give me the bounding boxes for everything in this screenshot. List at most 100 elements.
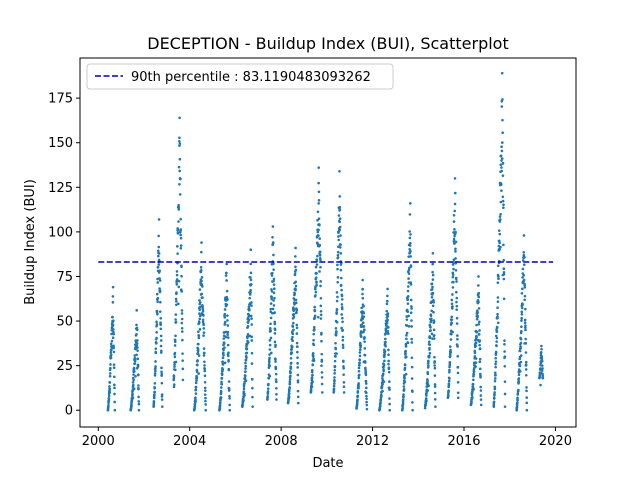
data-point <box>289 371 292 375</box>
data-point <box>426 372 430 376</box>
data-point <box>273 296 276 300</box>
data-point <box>431 278 435 281</box>
data-point <box>341 346 345 349</box>
data-point <box>291 332 295 336</box>
data-point <box>361 317 365 320</box>
data-point <box>160 366 163 370</box>
data-point <box>365 391 368 395</box>
data-point <box>497 275 500 278</box>
data-point <box>359 344 363 347</box>
data-point <box>197 336 201 340</box>
data-point <box>268 364 271 368</box>
data-point <box>268 356 271 360</box>
data-point <box>177 206 181 209</box>
data-point <box>365 400 368 404</box>
data-point <box>521 259 525 262</box>
data-point <box>108 385 111 388</box>
data-point <box>363 336 366 339</box>
data-point <box>332 384 336 388</box>
data-point <box>492 400 496 404</box>
data-point <box>406 302 410 305</box>
data-point <box>453 228 456 231</box>
data-point <box>318 243 322 247</box>
data-point <box>203 367 207 371</box>
data-point <box>272 291 276 295</box>
data-point <box>250 377 254 381</box>
data-point <box>200 292 204 296</box>
data-point <box>503 364 507 368</box>
data-point <box>356 394 360 398</box>
data-point <box>292 328 295 332</box>
data-point <box>425 399 428 403</box>
data-point <box>406 289 410 293</box>
data-point <box>154 342 158 345</box>
data-point <box>174 360 178 364</box>
data-point <box>222 337 226 340</box>
data-point <box>247 305 251 309</box>
data-point <box>243 376 247 380</box>
data-point <box>497 229 501 232</box>
data-point <box>498 232 502 236</box>
data-point <box>338 225 342 229</box>
data-point <box>408 213 412 216</box>
data-point <box>451 263 455 266</box>
data-point <box>432 328 436 332</box>
data-point <box>357 376 361 380</box>
data-point <box>501 174 505 177</box>
data-point <box>409 233 412 236</box>
data-point <box>152 400 156 403</box>
data-point <box>274 367 278 371</box>
data-point <box>456 365 460 369</box>
data-point <box>246 321 250 324</box>
data-point <box>455 300 458 304</box>
data-point <box>494 356 498 360</box>
data-point <box>196 349 200 353</box>
data-point <box>503 405 507 408</box>
data-point <box>133 362 137 365</box>
data-point <box>314 294 317 297</box>
data-point <box>520 291 524 295</box>
data-point <box>494 365 497 369</box>
data-point <box>500 157 504 160</box>
data-point <box>180 309 184 312</box>
data-point <box>249 288 252 292</box>
data-point <box>433 385 437 388</box>
data-point <box>360 306 363 310</box>
data-point <box>155 336 158 340</box>
data-point <box>175 300 178 303</box>
data-point <box>339 243 342 246</box>
data-point <box>525 408 529 412</box>
data-point <box>478 367 482 371</box>
data-point <box>228 403 231 407</box>
data-point <box>432 334 436 337</box>
data-point <box>356 390 360 393</box>
data-point <box>404 349 407 353</box>
data-point <box>159 344 163 348</box>
data-point <box>200 279 203 283</box>
data-point <box>404 372 408 376</box>
data-point <box>177 203 180 207</box>
data-point <box>357 373 361 377</box>
data-point <box>519 337 523 341</box>
data-point <box>312 325 316 329</box>
data-point <box>341 320 344 324</box>
data-point <box>364 370 367 373</box>
data-point <box>194 386 198 389</box>
data-point <box>447 379 451 383</box>
data-point <box>244 361 247 365</box>
data-point <box>519 347 522 350</box>
data-point <box>181 378 185 382</box>
data-point <box>159 351 163 354</box>
data-point <box>520 312 524 316</box>
data-point <box>270 295 274 299</box>
data-point <box>173 344 177 347</box>
data-point <box>453 242 456 245</box>
data-point <box>386 287 389 291</box>
data-point <box>136 349 139 352</box>
data-point <box>340 298 344 301</box>
data-point <box>540 364 544 367</box>
data-point <box>503 380 507 383</box>
data-point <box>314 276 318 279</box>
data-point <box>496 300 500 303</box>
data-point <box>246 325 250 328</box>
